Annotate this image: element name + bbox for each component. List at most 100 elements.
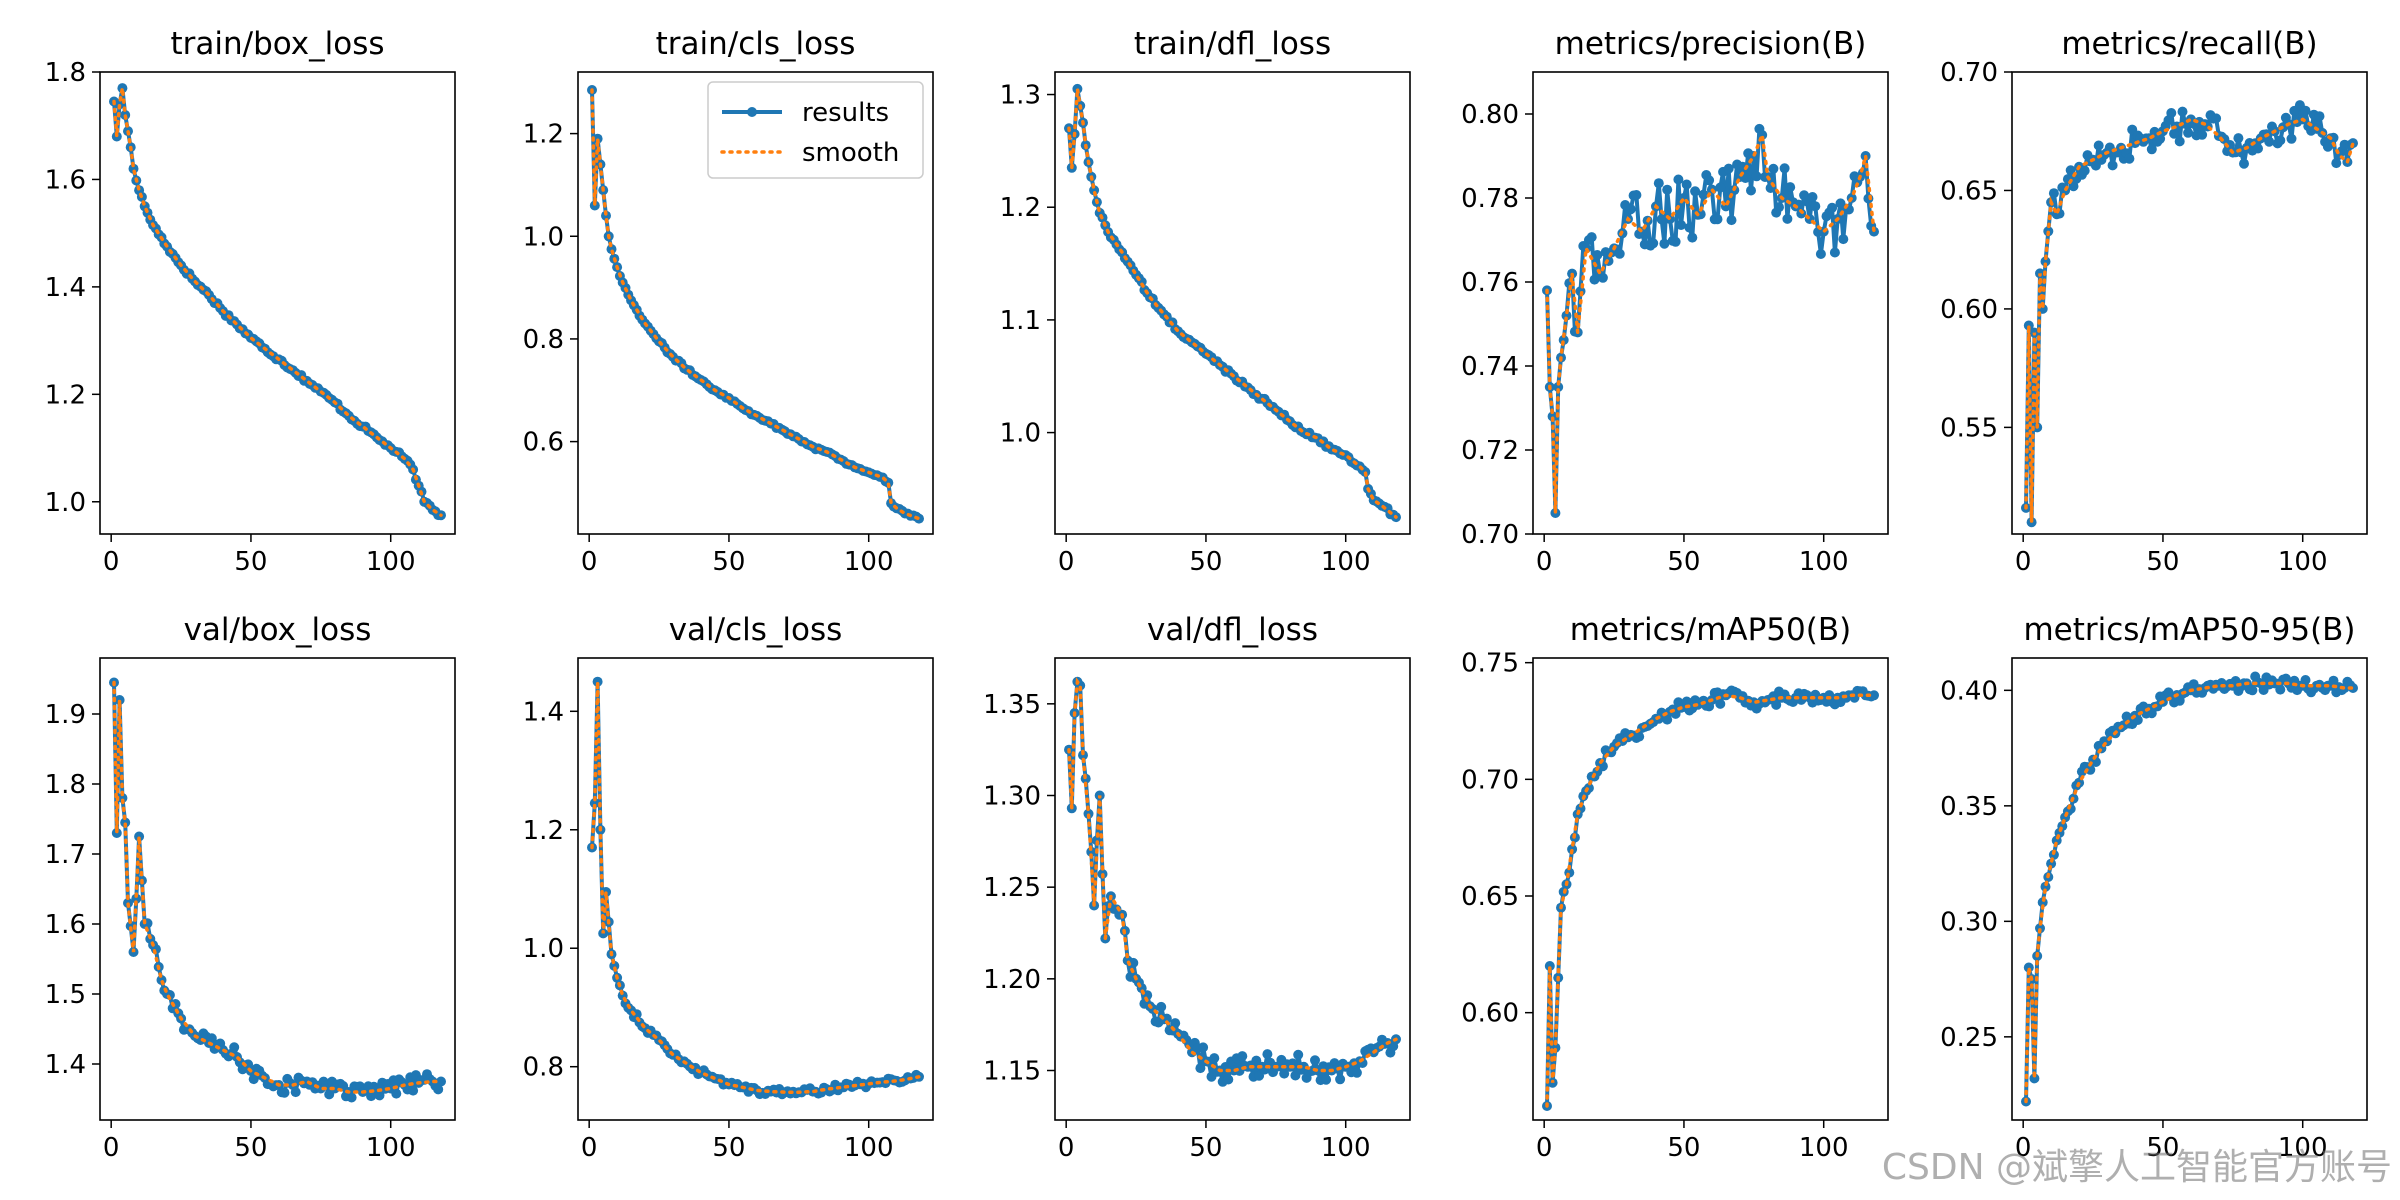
results-point (1712, 214, 1723, 225)
results-point (1597, 272, 1608, 283)
results-point (1676, 220, 1687, 230)
results-point (117, 793, 128, 803)
y-tick-label: 0.70 (1940, 58, 1998, 88)
results-line (1545, 688, 1875, 1107)
y-tick-label: 1.4 (523, 697, 564, 727)
subplot-10: metrics/mAP50-95(B) 0 50 100 0.25 0.30 0.35 0.4… (1940, 612, 2368, 1163)
y-tick-label: 1.2 (523, 120, 564, 150)
x-tick-label: 50 (234, 547, 267, 577)
results-point (2331, 158, 2342, 169)
axes-frame (2011, 71, 2368, 535)
results-point (1293, 1049, 1304, 1060)
results-point (2233, 133, 2244, 144)
y-tick-label: 1.8 (45, 58, 86, 88)
results-point (2166, 108, 2177, 118)
results-point (1586, 232, 1597, 243)
x-tick-label: 100 (2278, 1133, 2328, 1163)
axes-frame (2011, 657, 2368, 1121)
y-tick-label: 1.0 (523, 222, 564, 252)
subplot-7: val/cls_loss 0 50 100 0.8 1.0 1.2 1.4 (523, 612, 934, 1163)
results-point (2023, 962, 2034, 973)
legend-results-marker (747, 107, 757, 117)
results-point (1779, 163, 1790, 174)
results-point (1810, 201, 1821, 212)
results-point (1726, 215, 1737, 226)
results-point (2155, 133, 2166, 144)
results-point (1351, 1067, 1362, 1078)
results-point (1170, 1018, 1181, 1029)
axes-frame (1532, 657, 1889, 1121)
x-tick-label: 100 (1321, 1133, 1371, 1163)
x-tick-label: 100 (366, 1133, 416, 1163)
results-point (2107, 160, 2118, 171)
results-point (128, 163, 139, 174)
results-point (433, 1084, 444, 1095)
results-point (2314, 111, 2325, 122)
subplot-8: val/dfl_loss 0 50 100 1.15 1.20 1.25 1.30 1.35 (983, 612, 1411, 1163)
results-point (2247, 685, 2258, 696)
results-point (1681, 696, 1692, 707)
x-tick-label: 100 (844, 547, 894, 577)
y-tick-label: 1.1 (1000, 306, 1041, 336)
results-point (1681, 179, 1692, 190)
y-tick-label: 0.55 (1940, 413, 1998, 443)
x-tick-label: 50 (2146, 1133, 2179, 1163)
results-point (2275, 684, 2286, 695)
results-point (1656, 214, 1667, 225)
results-point (2146, 144, 2157, 155)
y-tick-label: 1.0 (45, 488, 86, 518)
results-point (279, 1087, 290, 1098)
results-line (2024, 674, 2355, 1102)
axes-frame (1532, 71, 1889, 535)
y-tick-label: 1.2 (523, 816, 564, 846)
results-point (1544, 961, 1555, 971)
x-tick-label: 50 (1189, 1133, 1222, 1163)
subplot-2: train/cls_loss 0 50 100 0.6 0.8 1.0 1.2 results s… (523, 26, 934, 577)
results-point (1648, 238, 1659, 249)
y-tick-label: 0.70 (1461, 520, 1519, 550)
results-point (391, 1088, 402, 1099)
y-tick-label: 1.4 (45, 1050, 86, 1080)
smooth-line (590, 681, 921, 1094)
x-tick-label: 50 (1667, 1133, 1700, 1163)
results-point (1237, 1051, 1248, 1062)
results-point (1673, 174, 1684, 185)
results-point (290, 1087, 301, 1098)
results-point (2183, 127, 2194, 138)
legend: results smooth (707, 81, 924, 179)
smooth-line (2024, 117, 2355, 523)
y-tick-label: 0.8 (523, 1053, 564, 1083)
y-tick-label: 0.65 (1461, 882, 1519, 912)
subplot-title: metrics/mAP50(B) (1570, 612, 1851, 648)
y-tick-label: 1.4 (45, 273, 86, 303)
results-point (2264, 136, 2275, 147)
results-point (1662, 714, 1673, 725)
results-point (1653, 178, 1664, 189)
results-point (1827, 202, 1838, 213)
x-tick-label: 0 (581, 1133, 598, 1163)
results-point (1592, 250, 1603, 260)
subplot-9: metrics/mAP50(B) 0 50 100 0.60 0.65 0.70 0.75 (1461, 612, 1889, 1163)
axes-frame (1054, 657, 1411, 1121)
results-point (1086, 846, 1097, 857)
y-tick-label: 0.8 (523, 325, 564, 355)
x-tick-label: 50 (1667, 547, 1700, 577)
y-tick-label: 1.2 (45, 380, 86, 410)
smooth-line (112, 87, 443, 517)
y-tick-label: 0.60 (1461, 999, 1519, 1029)
smooth-line (590, 88, 921, 521)
x-tick-label: 50 (234, 1133, 267, 1163)
x-tick-label: 0 (1058, 547, 1075, 577)
y-tick-label: 0.76 (1461, 268, 1519, 298)
results-point (2275, 135, 2286, 146)
x-tick-label: 0 (103, 1133, 120, 1163)
results-point (1782, 213, 1793, 224)
y-tick-label: 1.0 (523, 934, 564, 964)
x-tick-label: 0 (1058, 1133, 1075, 1163)
results-point (374, 1090, 385, 1101)
results-point (1768, 163, 1779, 174)
results-point (601, 210, 611, 221)
results-point (2177, 106, 2188, 117)
subplot-5: metrics/recall(B) 0 50 100 0.55 0.60 0.65 0.70 (1940, 26, 2368, 577)
x-tick-label: 100 (2278, 547, 2328, 577)
